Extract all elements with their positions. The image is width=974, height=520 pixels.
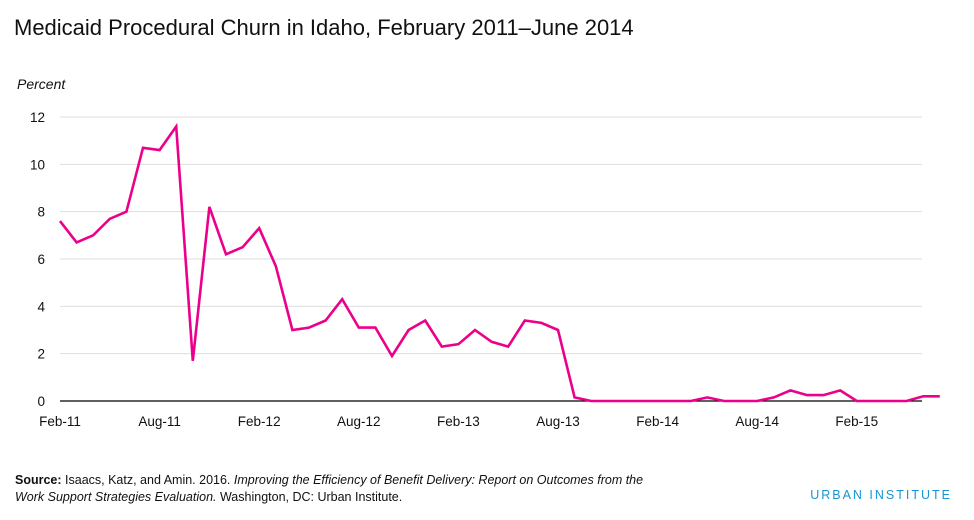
source-note: Source: Isaacs, Katz, and Amin. 2016. Im…: [15, 472, 655, 506]
gridlines: [60, 116, 922, 355]
source-label: Source:: [15, 473, 62, 487]
x-tick-label: Feb-12: [238, 414, 281, 429]
source-text-2: Washington, DC: Urban Institute.: [216, 490, 403, 504]
y-tick-label: 10: [30, 157, 45, 172]
x-tick-labels: Feb-11 Aug-11 Feb-12 Aug-12 Feb-13 Aug-13 Feb-…: [39, 414, 878, 429]
y-tick-label: 6: [37, 252, 45, 267]
chart-title: Medicaid Procedural Churn in Idaho, Febr…: [14, 15, 634, 40]
x-tick-label: Feb-14: [636, 414, 679, 429]
y-tick-label: 12: [30, 110, 45, 125]
data-points: [59, 126, 940, 402]
x-tick-label: Aug-14: [735, 414, 779, 429]
x-tick-label: Feb-15: [835, 414, 878, 429]
urban-institute-logo: URBAN INSTITUTE: [810, 488, 952, 502]
y-tick-label: 0: [37, 394, 45, 409]
source-text-1: Isaacs, Katz, and Amin. 2016.: [61, 473, 234, 487]
x-tick-label: Feb-13: [437, 414, 480, 429]
y-tick-label: 8: [37, 205, 45, 220]
y-tick-label: 4: [37, 299, 45, 314]
source-report-title: Improving the Efficiency of Benefit Deli…: [15, 473, 644, 504]
y-tick-label: 2: [37, 347, 45, 362]
y-tick-labels: 0 2 4 6 8 10 12: [30, 110, 46, 409]
series-line: [58, 122, 940, 403]
x-tick-label: Aug-13: [536, 414, 580, 429]
x-tick-label: Aug-11: [138, 414, 181, 429]
y-axis-label: Percent: [17, 76, 66, 92]
x-tick-label: Feb-11: [39, 414, 81, 429]
x-tick-label: Aug-12: [337, 414, 381, 429]
